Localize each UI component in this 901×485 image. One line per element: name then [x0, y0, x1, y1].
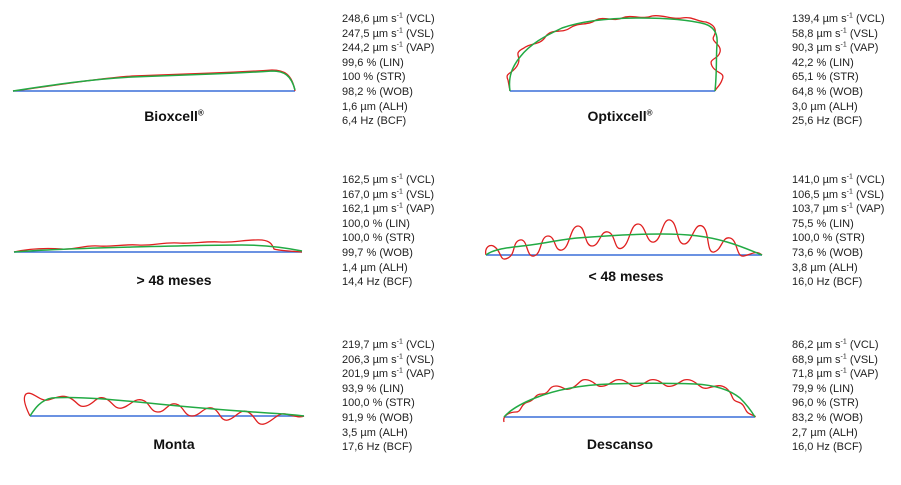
panel-label: > 48 meses: [136, 272, 212, 288]
vcl-path: [506, 14, 724, 92]
vcl-path: [12, 69, 296, 92]
trajectory-monta: [18, 386, 308, 430]
vap-path: [508, 17, 718, 92]
vap-path: [12, 70, 296, 92]
vap-path: [503, 382, 756, 418]
panel-label: < 48 meses: [588, 268, 664, 284]
trajectory-optixcell: [500, 12, 740, 96]
vap-path: [13, 244, 303, 253]
vap-path: [29, 396, 305, 417]
trajectory-over-48: [12, 232, 307, 258]
vcl-path: [484, 219, 763, 260]
vcl-path: [23, 392, 305, 425]
trajectory-under-48: [482, 214, 767, 264]
panel-label: Monta: [153, 436, 195, 452]
vcl-path: [503, 378, 756, 423]
vap-path: [485, 233, 763, 256]
panel-label: Bioxcell®: [144, 108, 204, 124]
metrics-list: 86,2 µm s-1 (VCL) 68,9 µm s-1 (VSL) 71,8…: [792, 338, 879, 454]
metrics-list: 139,4 µm s-1 (VCL) 58,8 µm s-1 (VSL) 90,…: [792, 12, 885, 128]
trajectory-bioxcell: [12, 62, 297, 96]
metrics-list: 162,5 µm s-1 (VCL) 167,0 µm s-1 (VSL) 16…: [342, 173, 435, 289]
trajectory-descanso: [500, 372, 765, 426]
metrics-list: 141,0 µm s-1 (VCL) 106,5 µm s-1 (VSL) 10…: [792, 173, 885, 289]
metrics-list: 219,7 µm s-1 (VCL) 206,3 µm s-1 (VSL) 20…: [342, 338, 435, 454]
panel-label: Descanso: [586, 436, 654, 452]
metrics-list: 248,6 µm s-1 (VCL) 247,5 µm s-1 (VSL) 24…: [342, 12, 435, 128]
panel-label: Optixcell®: [587, 108, 653, 124]
